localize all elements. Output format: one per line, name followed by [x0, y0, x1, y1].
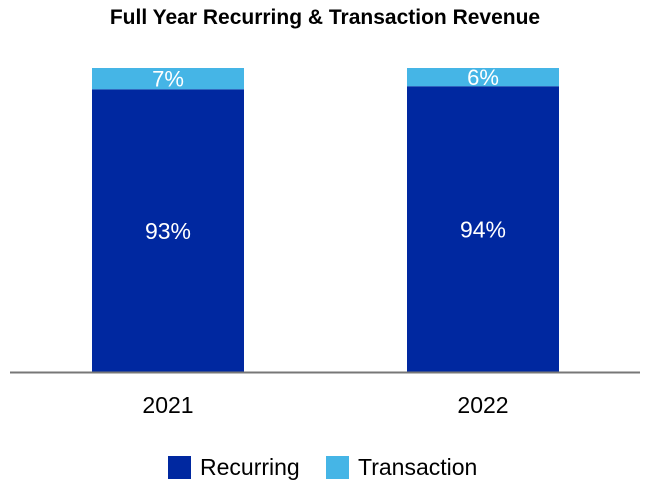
bar-recurring-2021	[92, 89, 244, 372]
data-label-transaction-2021: 7%	[152, 67, 184, 92]
chart-title: Full Year Recurring & Transaction Revenu…	[109, 6, 541, 29]
data-label-recurring-2021: 93%	[145, 218, 191, 244]
legend-label-recurring: Recurring	[200, 454, 300, 480]
legend-swatch-transaction	[326, 456, 349, 479]
x-tick-label-2021: 2021	[142, 392, 193, 418]
legend-swatch-recurring	[168, 456, 191, 479]
legend-item-transaction: Transaction	[326, 454, 477, 481]
legend-item-recurring: Recurring	[168, 454, 300, 481]
data-label-recurring-2022: 94%	[460, 216, 506, 242]
bar-recurring-2022	[407, 86, 559, 373]
data-label-transaction-2022: 6%	[467, 65, 499, 90]
bar-transaction-2022	[407, 68, 559, 87]
x-tick-label-2022: 2022	[457, 392, 508, 418]
bar-transaction-2021	[92, 68, 244, 90]
legend-label-transaction: Transaction	[358, 454, 478, 480]
